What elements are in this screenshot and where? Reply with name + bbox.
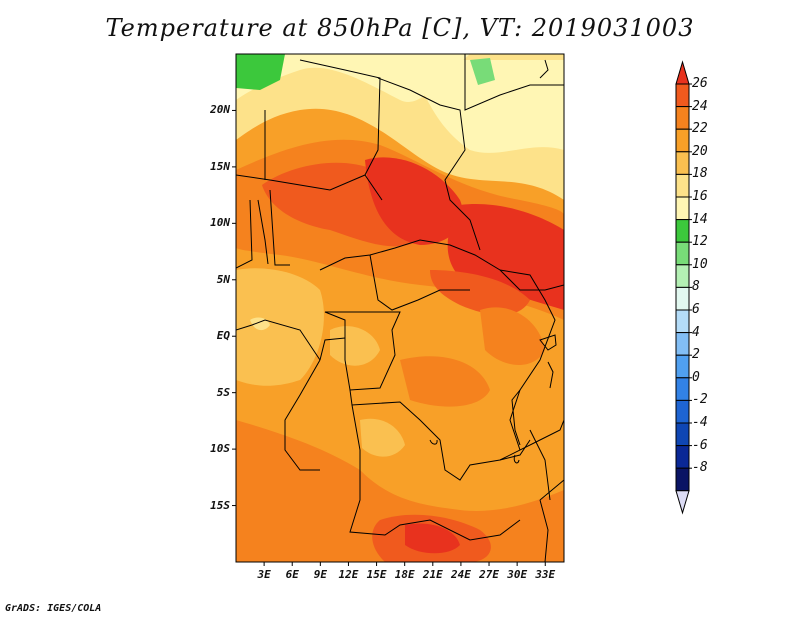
colorbar-swatch [675,106,690,130]
colorbar-swatch [675,196,690,221]
colorbar-label: 0 [692,369,700,385]
colorbar-swatch [675,151,690,175]
x-tick-label: 15E [366,568,387,581]
colorbar-label: -4 [692,415,708,430]
colorbar-label: 26 [692,76,708,91]
y-tick-label: 15S [210,498,230,512]
colorbar-swatch [675,399,690,424]
colorbar-swatch [675,286,690,311]
colorbar-label: 24 [692,98,708,114]
colorbar-label: 18 [692,166,708,182]
y-tick-label: 10N [210,216,230,230]
colorbar-label: 6 [692,302,700,317]
y-tick-label: EQ [216,329,230,343]
colorbar-swatch [675,128,690,153]
x-tick-label: 27E [479,568,499,581]
colorbar-label: 8 [692,279,700,295]
x-tick-label: 18E [394,568,415,581]
credit-text: GrADS: IGES/COLA [5,603,102,614]
colorbar-swatch [675,377,690,401]
colorbar-swatch [675,241,690,266]
colorbar-swatch [675,264,690,288]
country-borders [236,54,564,562]
x-tick-label: 12E [338,568,359,581]
colorbar-top-arrow [675,60,690,85]
y-tick-label: 5N [216,272,230,286]
x-tick-label: 21E [422,568,443,581]
colorbar-swatch [675,354,690,379]
colorbar-swatch [675,422,690,447]
colorbar-swatch [675,219,690,243]
x-tick-label: 6E [285,568,299,581]
y-tick-label: 5S [216,385,230,399]
colorbar-swatch [675,332,690,356]
map-frame [235,53,565,563]
temperature-field [236,54,564,562]
colorbar-label: 20 [692,143,708,159]
colorbar-label: 12 [692,234,708,250]
x-tick-label: 3E [257,568,271,581]
x-tick-label: 30E [507,568,528,581]
axis-ticks [232,109,546,566]
y-tick-label: 10S [210,442,230,456]
colorbar-swatch [675,309,690,334]
x-tick-label: 9E [313,568,327,581]
page-title: Temperature at 850hPa [C], VT: 201903100… [105,14,695,42]
colorbar-label: 14 [692,211,708,227]
colorbar-swatch [675,467,690,492]
colorbar-bottom-arrow [675,490,690,515]
colorbar-label: 16 [692,189,708,204]
colorbar-swatch [675,83,690,108]
y-tick-label: 20N [210,103,230,117]
x-tick-label: 24E [450,568,471,581]
colorbar-label: -2 [692,392,708,408]
colorbar-label: 22 [692,121,708,137]
y-tick-label: 15N [210,159,230,173]
colorbar [675,60,692,515]
colorbar-label: 2 [692,347,700,363]
x-tick-label: 33E [535,568,556,581]
colorbar-label: -6 [692,437,708,453]
colorbar-label: 4 [692,324,700,340]
colorbar-label: -8 [692,460,708,476]
colorbar-swatch [675,445,690,469]
colorbar-swatch [675,173,690,198]
colorbar-label: 10 [692,256,708,272]
